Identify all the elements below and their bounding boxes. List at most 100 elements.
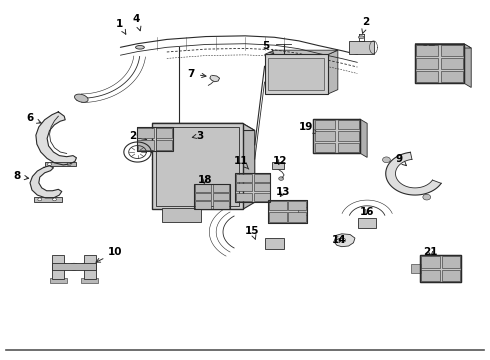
Bar <box>441 45 463 56</box>
Bar <box>269 200 307 223</box>
Bar <box>194 184 230 210</box>
Bar <box>173 132 191 143</box>
Text: 6: 6 <box>26 113 41 123</box>
Bar <box>298 207 307 215</box>
Bar <box>441 71 463 82</box>
Bar <box>265 238 284 249</box>
Bar <box>52 255 64 279</box>
Bar <box>314 119 360 153</box>
Bar <box>213 193 229 200</box>
Bar <box>270 212 287 222</box>
Bar <box>137 127 173 150</box>
Bar <box>236 193 252 201</box>
Circle shape <box>383 157 391 163</box>
Bar <box>84 255 96 279</box>
Bar <box>441 58 463 69</box>
Circle shape <box>52 198 56 201</box>
Bar <box>416 45 438 56</box>
Bar <box>420 255 462 282</box>
Bar <box>338 131 359 141</box>
Bar <box>314 119 360 153</box>
Text: 19: 19 <box>299 122 318 134</box>
Text: 4: 4 <box>133 14 141 31</box>
Text: 14: 14 <box>332 235 346 245</box>
Circle shape <box>69 263 79 270</box>
Bar <box>420 255 462 282</box>
Text: 17: 17 <box>421 45 436 55</box>
Bar <box>81 278 98 283</box>
Polygon shape <box>464 44 471 87</box>
Text: 3: 3 <box>192 131 204 140</box>
Bar <box>45 162 76 166</box>
Bar <box>349 41 373 54</box>
Text: 13: 13 <box>276 187 291 197</box>
Circle shape <box>67 163 71 166</box>
Text: 16: 16 <box>360 207 374 217</box>
Bar <box>338 120 359 130</box>
Polygon shape <box>334 234 355 247</box>
Bar <box>195 193 211 200</box>
Bar <box>236 183 252 191</box>
Bar <box>416 71 438 82</box>
Bar <box>441 270 461 281</box>
Text: 15: 15 <box>245 226 260 239</box>
Bar <box>228 183 236 192</box>
Polygon shape <box>210 75 220 82</box>
Text: 10: 10 <box>96 247 123 262</box>
Bar <box>137 128 154 138</box>
Bar <box>52 263 96 270</box>
Circle shape <box>279 177 284 180</box>
Polygon shape <box>360 119 367 157</box>
Circle shape <box>340 238 345 242</box>
Ellipse shape <box>136 45 145 49</box>
Circle shape <box>414 267 418 271</box>
Bar <box>194 184 230 210</box>
Bar <box>186 193 195 201</box>
Text: 1: 1 <box>116 19 126 34</box>
Bar <box>137 140 154 150</box>
Text: 5: 5 <box>262 41 274 54</box>
Polygon shape <box>328 50 338 94</box>
Polygon shape <box>386 152 441 195</box>
Bar <box>289 201 306 211</box>
Polygon shape <box>152 123 255 131</box>
Text: 12: 12 <box>273 156 288 166</box>
Ellipse shape <box>74 94 88 102</box>
Bar <box>213 184 229 192</box>
Polygon shape <box>265 50 338 54</box>
Bar <box>269 200 307 223</box>
Bar <box>137 127 173 150</box>
Bar <box>265 54 328 94</box>
Bar <box>49 278 67 283</box>
Bar <box>289 212 306 222</box>
Bar <box>415 44 464 83</box>
Bar <box>235 173 270 202</box>
Circle shape <box>423 194 431 200</box>
Bar <box>441 256 461 268</box>
Polygon shape <box>243 123 255 210</box>
Bar <box>235 173 270 202</box>
Polygon shape <box>30 166 62 198</box>
Bar <box>156 140 172 150</box>
Text: 8: 8 <box>14 171 28 181</box>
Bar <box>34 197 62 202</box>
Bar <box>338 143 359 152</box>
Bar <box>254 183 270 191</box>
Bar <box>415 44 464 83</box>
Bar <box>195 184 211 192</box>
Ellipse shape <box>358 36 364 39</box>
Bar <box>195 202 211 209</box>
Text: 21: 21 <box>423 247 438 257</box>
Bar <box>254 174 270 182</box>
Bar <box>272 162 284 169</box>
Bar <box>152 123 243 210</box>
Bar <box>421 256 440 268</box>
Bar <box>213 202 229 209</box>
Bar <box>254 193 270 201</box>
Bar <box>269 58 324 90</box>
Bar <box>421 270 440 281</box>
Text: 11: 11 <box>234 156 249 169</box>
Circle shape <box>48 163 51 166</box>
Bar <box>156 128 172 138</box>
Text: 7: 7 <box>188 69 206 79</box>
